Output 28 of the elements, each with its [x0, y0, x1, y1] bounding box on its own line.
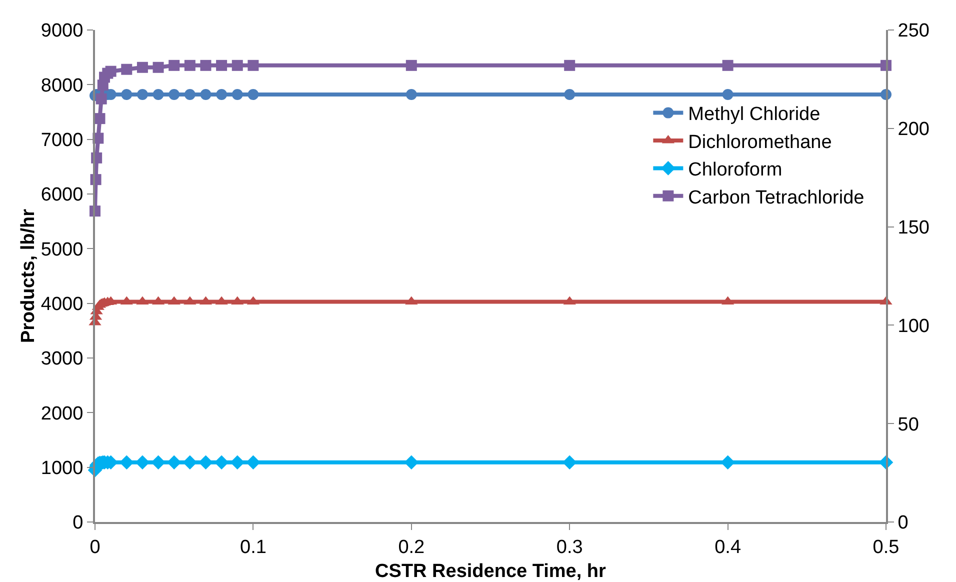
- x-tick-label: 0.2: [398, 536, 425, 558]
- x-tick-label: 0.3: [556, 536, 583, 558]
- y2-tick-label: 100: [898, 316, 930, 337]
- y-tick-label: 6000: [40, 184, 84, 206]
- y-tick-label: 5000: [40, 239, 84, 260]
- x-tick-label: 0: [90, 536, 100, 558]
- y2-tick-label: 250: [898, 20, 930, 42]
- y2-tick-label: 200: [898, 119, 930, 140]
- x-tick-label: 0.5: [872, 536, 900, 558]
- y-tick-label: 0: [72, 512, 84, 534]
- y-tick-label: 4000: [40, 294, 84, 315]
- x-tick-label: 0.4: [714, 536, 742, 558]
- y-tick-label: 1000: [40, 458, 84, 479]
- y-axis-title: Products, lb/hr: [18, 208, 39, 344]
- y-tick-label: 3000: [40, 348, 84, 370]
- y-tick-label: 8000: [40, 75, 84, 96]
- legend-label: Chloroform: [688, 160, 782, 181]
- y2-tick-label: 150: [898, 217, 930, 238]
- legend-label: Dichloromethane: [688, 132, 832, 153]
- y-tick-label: 9000: [40, 20, 84, 42]
- y-tick-label: 7000: [40, 130, 84, 151]
- legend-label: Methyl Chloride: [688, 104, 820, 126]
- y2-tick-label: 0: [898, 512, 908, 534]
- y2-tick-label: 50: [898, 414, 919, 436]
- legend-label: Carbon Tetrachloride: [688, 187, 864, 208]
- y-tick-label: 2000: [40, 403, 84, 424]
- x-axis-title: CSTR Residence Time, hr: [375, 561, 607, 582]
- x-tick-label: 0.1: [240, 536, 266, 558]
